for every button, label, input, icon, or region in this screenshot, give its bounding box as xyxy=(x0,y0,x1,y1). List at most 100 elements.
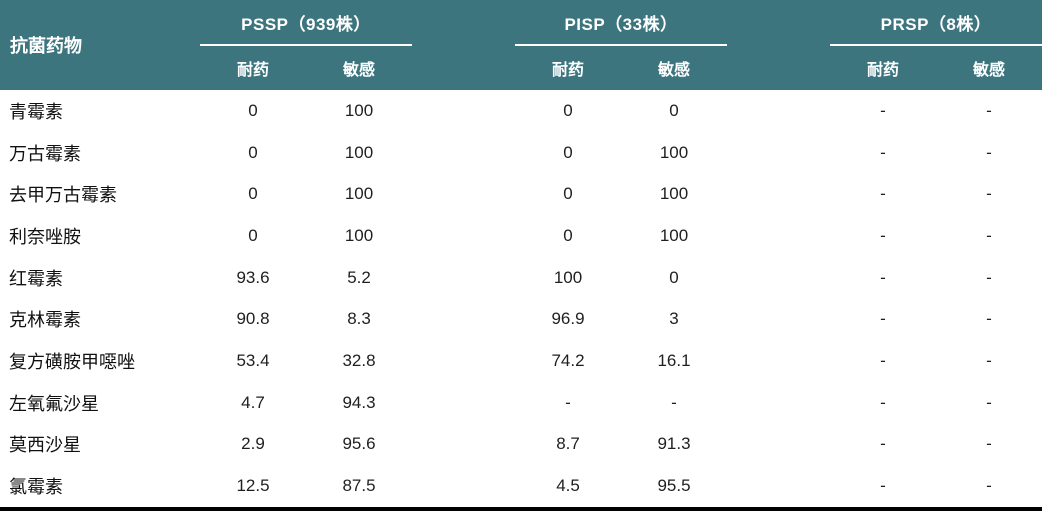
value-cell: 100 xyxy=(659,142,689,162)
value-cell: 0 xyxy=(248,142,258,162)
value-cell: - xyxy=(880,434,886,454)
drug-name: 莫西沙星 xyxy=(9,435,81,456)
spacer-cell xyxy=(727,173,830,215)
spacer-cell xyxy=(412,465,515,509)
value-cell: 0 xyxy=(563,184,573,204)
value-cell: 100 xyxy=(344,225,374,245)
value-cell: - xyxy=(986,100,992,120)
spacer-cell xyxy=(412,382,515,424)
value-cell: 100 xyxy=(659,184,689,204)
value-cell: - xyxy=(986,350,992,370)
table-body: 青霉素 0 100 0 0 - - 万古霉素 0 100 0 100 - - 去甲万古霉素 0 100 0 100 -… xyxy=(0,90,1042,509)
spacer-cell xyxy=(727,298,830,340)
value-cell: - xyxy=(880,184,886,204)
value-cell: 87.5 xyxy=(342,476,376,496)
sub-header-row: 耐药 敏感 耐药 敏感 耐药 敏感 xyxy=(0,45,1042,90)
value-cell: 90.8 xyxy=(236,309,270,329)
value-cell: 0 xyxy=(248,184,258,204)
value-cell: 0 xyxy=(669,100,679,120)
value-cell: 100 xyxy=(344,142,374,162)
group-header-pisp: PISP（33株） xyxy=(515,0,728,46)
table-row: 复方磺胺甲噁唑 53.4 32.8 74.2 16.1 - - xyxy=(0,340,1042,382)
spacer-cell xyxy=(412,173,515,215)
value-cell: 94.3 xyxy=(342,392,376,412)
table-header: 抗菌药物 PSSP（939株） PISP（33株） PRSP（8株） 耐药 敏感… xyxy=(0,0,1042,90)
value-cell: 3 xyxy=(669,309,679,329)
value-cell: - xyxy=(986,225,992,245)
table-row: 万古霉素 0 100 0 100 - - xyxy=(0,132,1042,174)
value-cell: 100 xyxy=(659,225,689,245)
header-spacer xyxy=(412,0,516,45)
spacer-cell xyxy=(412,132,515,174)
table-row: 克林霉素 90.8 8.3 96.9 3 - - xyxy=(0,298,1042,340)
header-spacer xyxy=(727,45,831,90)
table-row: 莫西沙星 2.9 95.6 8.7 91.3 - - xyxy=(0,424,1042,466)
value-cell: 0 xyxy=(248,225,258,245)
value-cell: 8.7 xyxy=(556,434,580,454)
value-cell: 32.8 xyxy=(342,350,376,370)
value-cell: 0 xyxy=(563,225,573,245)
drug-name: 红霉素 xyxy=(9,268,63,289)
value-cell: - xyxy=(880,142,886,162)
subheader-pisp-resistant: 耐药 xyxy=(515,45,622,90)
spacer-cell xyxy=(727,340,830,382)
drug-name: 复方磺胺甲噁唑 xyxy=(9,351,135,372)
spacer-cell xyxy=(412,215,515,257)
spacer-cell xyxy=(727,132,830,174)
spacer-cell xyxy=(727,215,830,257)
drug-name: 左氧氟沙星 xyxy=(9,393,99,414)
value-cell: - xyxy=(565,392,571,412)
table-row: 去甲万古霉素 0 100 0 100 - - xyxy=(0,173,1042,215)
group-header-prsp: PRSP（8株） xyxy=(830,0,1042,46)
spacer-cell xyxy=(412,257,515,299)
value-cell: 5.2 xyxy=(347,267,371,287)
value-cell: 91.3 xyxy=(657,434,691,454)
value-cell: 4.5 xyxy=(556,476,580,496)
spacer-cell xyxy=(727,90,830,132)
value-cell: 95.6 xyxy=(342,434,376,454)
spacer-cell xyxy=(412,298,515,340)
table-row: 青霉素 0 100 0 0 - - xyxy=(0,90,1042,132)
value-cell: 0 xyxy=(563,142,573,162)
spacer-cell xyxy=(412,424,515,466)
value-cell: - xyxy=(880,392,886,412)
value-cell: - xyxy=(986,184,992,204)
header-spacer xyxy=(727,0,831,45)
subheader-pisp-sensitive: 敏感 xyxy=(621,45,728,90)
value-cell: - xyxy=(986,476,992,496)
value-cell: 95.5 xyxy=(657,476,691,496)
value-cell: - xyxy=(986,309,992,329)
value-cell: 4.7 xyxy=(241,392,265,412)
value-cell: 100 xyxy=(344,100,374,120)
drug-name: 去甲万古霉素 xyxy=(9,185,117,206)
value-cell: - xyxy=(880,476,886,496)
value-cell: - xyxy=(986,392,992,412)
table-row: 氯霉素 12.5 87.5 4.5 95.5 - - xyxy=(0,465,1042,509)
value-cell: 74.2 xyxy=(551,350,585,370)
subheader-pssp-sensitive: 敏感 xyxy=(306,45,413,90)
subheader-prsp-sensitive: 敏感 xyxy=(936,45,1042,90)
spacer-cell xyxy=(727,382,830,424)
drug-name: 氯霉素 xyxy=(9,477,63,498)
value-cell: - xyxy=(986,267,992,287)
value-cell: - xyxy=(880,309,886,329)
value-cell: - xyxy=(880,225,886,245)
group-header-row: 抗菌药物 PSSP（939株） PISP（33株） PRSP（8株） xyxy=(0,0,1042,90)
spacer-cell xyxy=(412,340,515,382)
subheader-pssp-resistant: 耐药 xyxy=(200,45,306,90)
drug-name: 克林霉素 xyxy=(9,310,81,331)
subheader-prsp-resistant: 耐药 xyxy=(830,45,937,90)
value-cell: - xyxy=(880,100,886,120)
value-cell: 8.3 xyxy=(347,309,371,329)
table-row: 红霉素 93.6 5.2 100 0 - - xyxy=(0,257,1042,299)
spacer-cell xyxy=(727,257,830,299)
value-cell: 100 xyxy=(344,184,374,204)
drug-name: 利奈唑胺 xyxy=(9,226,81,247)
table-row: 利奈唑胺 0 100 0 100 - - xyxy=(0,215,1042,257)
spacer-cell xyxy=(727,424,830,466)
value-cell: 16.1 xyxy=(657,350,691,370)
value-cell: 96.9 xyxy=(551,309,585,329)
value-cell: 100 xyxy=(553,267,583,287)
value-cell: - xyxy=(986,142,992,162)
